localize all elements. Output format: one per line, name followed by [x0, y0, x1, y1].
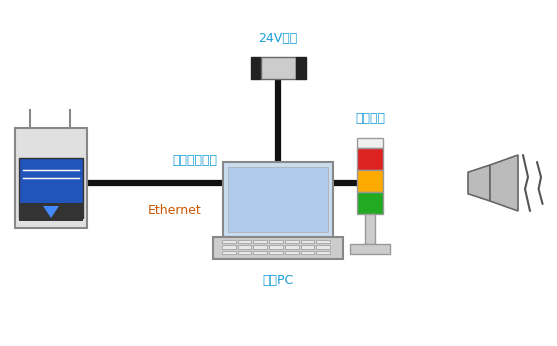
Bar	[296, 57, 305, 79]
Bar	[285, 245, 299, 249]
Bar	[222, 240, 236, 243]
Bar	[253, 245, 267, 249]
Bar	[213, 237, 343, 259]
Polygon shape	[490, 155, 518, 211]
Bar	[238, 251, 251, 254]
Bar	[285, 240, 299, 243]
Bar	[19, 158, 83, 218]
Bar	[238, 245, 251, 249]
Bar	[301, 245, 314, 249]
Bar	[269, 251, 283, 254]
Bar	[301, 251, 314, 254]
Bar	[350, 244, 390, 254]
Bar	[228, 167, 328, 232]
Bar	[357, 170, 383, 192]
Text: 電源ケーブル: 電源ケーブル	[173, 155, 217, 167]
Text: 24V電源: 24V電源	[258, 33, 297, 46]
Text: 警報機器: 警報機器	[355, 111, 385, 125]
Bar	[15, 128, 87, 228]
Bar	[223, 162, 333, 237]
Bar	[251, 57, 261, 79]
Bar	[253, 240, 267, 243]
Bar	[316, 251, 330, 254]
Bar	[357, 138, 383, 148]
Bar	[365, 214, 375, 244]
Polygon shape	[43, 206, 59, 218]
Bar	[222, 245, 236, 249]
Bar	[19, 203, 83, 221]
Bar	[253, 251, 267, 254]
Bar	[238, 240, 251, 243]
Bar	[269, 240, 283, 243]
Polygon shape	[468, 165, 490, 201]
Bar	[357, 192, 383, 214]
Bar	[222, 251, 236, 254]
Bar	[301, 240, 314, 243]
Bar	[285, 251, 299, 254]
Text: Ethernet: Ethernet	[148, 204, 202, 218]
Bar	[261, 57, 296, 79]
Text: ノーPC: ノーPC	[262, 274, 294, 288]
Bar	[316, 245, 330, 249]
Bar	[269, 245, 283, 249]
Bar	[316, 240, 330, 243]
Bar	[357, 148, 383, 170]
